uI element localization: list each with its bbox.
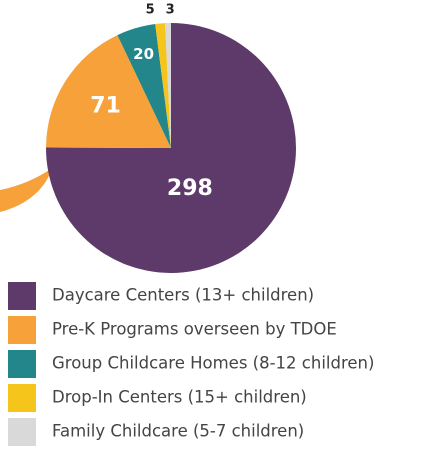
legend-label: Pre-K Programs overseen by TDOE [52, 320, 337, 339]
value-label: 71 [90, 93, 121, 118]
decorative-swoosh [0, 168, 52, 212]
value-label: 5 [146, 3, 155, 18]
pie-slice [46, 23, 296, 274]
legend: Daycare Centers (13+ children) Pre-K Prog… [8, 282, 374, 446]
legend-label: Drop-In Centers (15+ children) [52, 388, 307, 407]
legend-swatch [8, 282, 36, 310]
value-label: 20 [133, 45, 154, 63]
value-label: 298 [167, 176, 213, 201]
pie-slice [155, 23, 171, 149]
pie-slice [117, 24, 171, 148]
value-label: 3 [166, 3, 175, 18]
pie-slice [46, 35, 171, 149]
legend-swatch [8, 316, 36, 344]
pie-slice [165, 23, 171, 148]
legend-swatch [8, 418, 36, 446]
legend-label: Family Childcare (5-7 children) [52, 422, 304, 441]
legend-swatch [8, 350, 36, 378]
legend-label: Group Childcare Homes (8-12 children) [52, 354, 374, 373]
legend-label: Daycare Centers (13+ children) [52, 286, 314, 305]
pie: 298 71 20 5 3 [46, 3, 296, 274]
legend-swatch [8, 384, 36, 412]
